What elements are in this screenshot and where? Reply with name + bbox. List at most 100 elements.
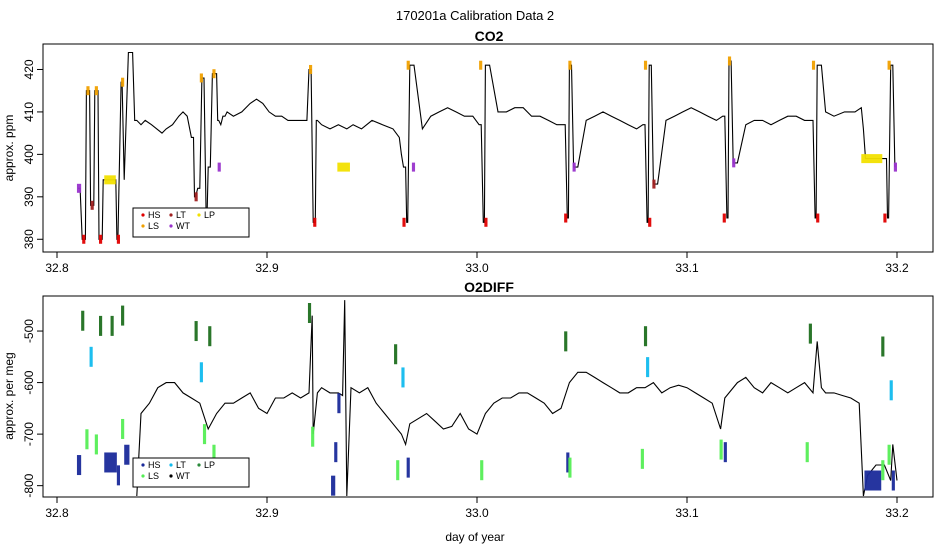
co2-x-axis: 32.8 32.9 33.0 33.1 33.2 (45, 252, 909, 275)
co2-calibration-segment (217, 162, 221, 172)
o2diff-calibration-segment (396, 460, 400, 481)
co2-calibration-segment (116, 234, 120, 244)
co2-calibration-segment (648, 217, 652, 227)
o2diff-calibration-segment (723, 442, 727, 463)
o2diff-calibration-segment (331, 475, 336, 496)
co2-calibration-segment (99, 234, 103, 244)
co2-calibration-segment (652, 179, 656, 189)
figure-title: 170201a Calibration Data 2 (396, 8, 554, 23)
co2-calibration-segment (212, 69, 216, 79)
o2diff-calibration-segment (889, 380, 893, 401)
o2diff-calibration-segment (202, 424, 207, 445)
o2diff-calibration-segment (99, 315, 103, 336)
co2-legend-marker (197, 213, 201, 217)
co2-calibration-segment (811, 60, 816, 70)
o2diff-legend-marker (169, 463, 173, 467)
o2diff-calibration-segment (194, 321, 198, 342)
co2-y-tick-label: 400 (22, 144, 36, 164)
o2diff-x-tick-label: 32.8 (45, 506, 69, 520)
o2diff-calibration-segment (116, 465, 120, 486)
o2diff-calibration-segment (124, 444, 130, 465)
o2diff-calibration-segment (805, 442, 809, 463)
co2-calibration-segment (572, 162, 576, 172)
co2-calibration-segment (76, 183, 82, 193)
o2diff-calibration-segment (311, 426, 315, 447)
o2diff-calibration-segment (566, 452, 570, 473)
o2diff-calibration-segment (406, 457, 410, 478)
co2-calibration-segment (402, 217, 406, 227)
o2diff-calibration-segment (887, 444, 891, 465)
o2diff-y-axis: -800 -700 -600 -500 (22, 319, 43, 498)
o2diff-calibration-segment (121, 418, 125, 439)
o2diff-legend-box (132, 457, 250, 488)
co2-calibration-segment (479, 60, 483, 70)
co2-y-tick-label: 390 (22, 186, 36, 206)
co2-x-tick-label: 33.1 (675, 261, 699, 275)
o2diff-legend-marker (197, 463, 201, 467)
co2-calibration-segment (883, 213, 887, 223)
co2-y-tick-label: 420 (22, 59, 36, 79)
o2diff-calibration-segment (564, 331, 568, 352)
co2-calibration-segment (82, 234, 86, 244)
co2-x-tick-label: 32.9 (255, 261, 279, 275)
o2diff-y-tick-label: -700 (22, 422, 36, 446)
o2diff-x-tick-label: 32.9 (255, 506, 279, 520)
co2-legend-label: LS (148, 221, 159, 231)
co2-calibration-segment (887, 60, 891, 70)
co2-y-tick-label: 380 (22, 229, 36, 249)
o2diff-legend-marker (141, 474, 145, 478)
co2-legend-marker (169, 213, 173, 217)
o2diff-y-tick-label: -600 (22, 370, 36, 394)
o2diff-calibration-segment (864, 470, 882, 491)
o2diff-calibration-segment (881, 460, 885, 481)
o2diff-calibration-segment (401, 367, 405, 388)
co2-title: CO2 (475, 28, 504, 44)
o2diff-calibration-segment (85, 429, 89, 450)
co2-calibration-segment (816, 213, 820, 223)
o2diff-calibration-segment (808, 323, 812, 344)
co2-calibration-segment (121, 77, 125, 87)
o2diff-calibration-segment (307, 303, 312, 324)
co2-y-label: approx. ppm (2, 115, 16, 182)
co2-legend-marker (169, 224, 173, 228)
co2-calibration-segment (643, 60, 648, 70)
co2-calibration-segment (564, 213, 568, 223)
o2diff-calibration-segment (891, 470, 895, 491)
o2diff-legend-marker (169, 474, 173, 478)
o2diff-legend-label: LS (148, 471, 159, 481)
co2-calibration-segment (484, 217, 488, 227)
co2-calibration-segment (568, 60, 572, 70)
o2diff-calibration-segment (719, 439, 723, 460)
co2-legend-label: LP (204, 210, 215, 220)
o2diff-legend-label: HS (148, 460, 161, 470)
o2diff-calibration-segment (640, 448, 644, 469)
co2-calibration-segment (194, 192, 198, 202)
o2diff-calibration-segment (94, 434, 98, 455)
o2diff-calibration-segment (394, 344, 398, 365)
o2diff-calibration-segment (646, 357, 650, 378)
o2diff-panel: O2DIFF approx. per meg day of year 32.8 3… (2, 279, 934, 544)
co2-calibration-segment (90, 200, 94, 210)
co2-x-tick-label: 33.2 (885, 261, 909, 275)
co2-calibration-segment (861, 154, 883, 164)
co2-calibration-segment (732, 158, 736, 168)
o2diff-calibration-segment (199, 362, 203, 383)
co2-legend-box (132, 207, 250, 238)
o2diff-x-tick-label: 33.0 (465, 506, 489, 520)
o2diff-calibration-segment (121, 305, 125, 326)
co2-legend-label: WT (176, 221, 190, 231)
o2diff-legend-marker (141, 463, 145, 467)
o2diff-trace-line (136, 300, 898, 497)
co2-y-axis: 380 390 400 410 420 (22, 59, 43, 249)
co2-plot-frame (42, 43, 934, 253)
co2-panel: CO2 approx. ppm 32.8 32.9 33.0 33.1 33.2 380… (2, 28, 934, 275)
co2-calibration-segment (94, 86, 98, 96)
o2diff-calibration-segment (568, 457, 572, 478)
o2diff-legend-label: LP (204, 460, 215, 470)
o2diff-x-label: day of year (445, 530, 504, 544)
o2diff-calibration-segment (76, 455, 82, 476)
o2diff-legend-label: WT (176, 471, 190, 481)
o2diff-calibration-segment (881, 336, 885, 357)
